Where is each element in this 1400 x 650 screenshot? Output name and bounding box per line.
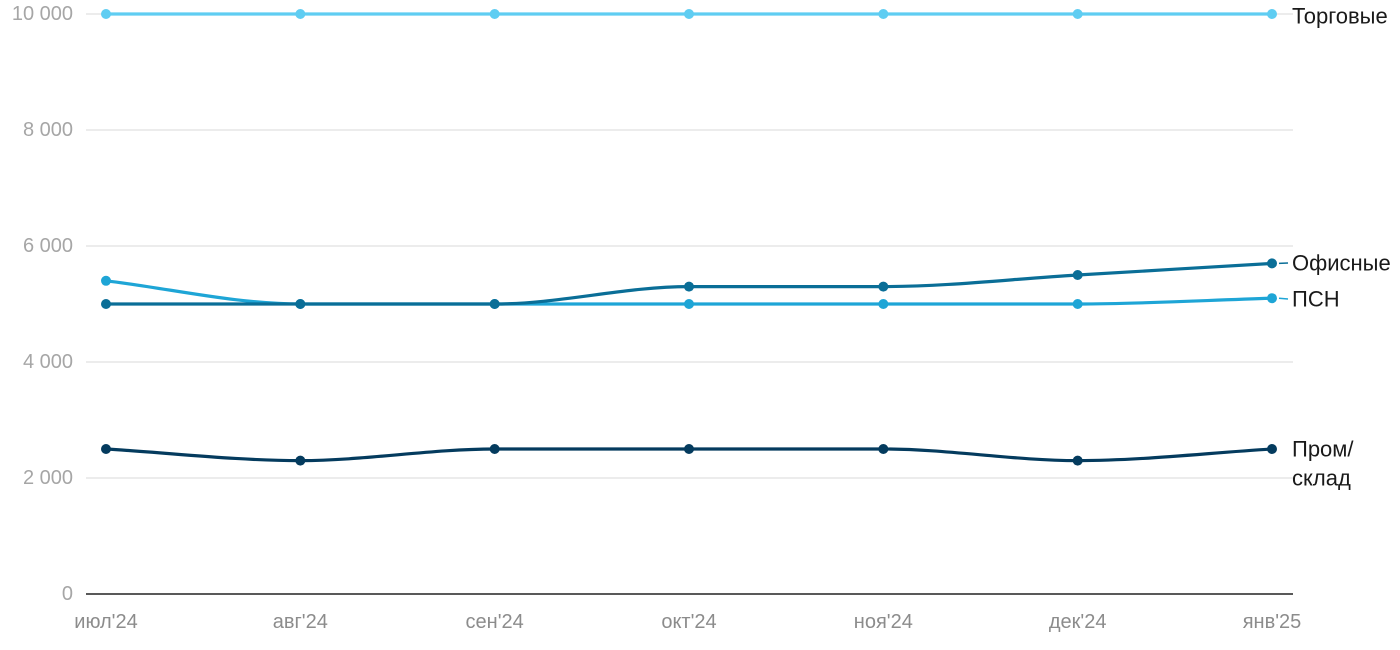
x-tick-label: ноя'24 bbox=[854, 611, 913, 633]
data-point bbox=[101, 275, 111, 286]
data-point bbox=[101, 9, 111, 19]
x-tick-label: июл'24 bbox=[74, 611, 137, 633]
data-point bbox=[1267, 258, 1277, 269]
data-point bbox=[101, 299, 111, 309]
x-tick-label: дек'24 bbox=[1049, 611, 1107, 633]
series-label: ПСН bbox=[1292, 287, 1340, 312]
data-point bbox=[489, 444, 500, 454]
x-axis: июл'24 авг'24 сен'24 окт'24 ноя'24 дек'24 янв'… bbox=[74, 593, 1302, 633]
y-tick-label: 10 000 bbox=[12, 3, 73, 25]
data-point bbox=[878, 444, 889, 454]
series-lines bbox=[101, 9, 1277, 466]
x-tick-label: сен'24 bbox=[466, 611, 524, 633]
x-tick-label: окт'24 bbox=[661, 611, 716, 633]
series-1 bbox=[101, 258, 1277, 309]
data-point bbox=[878, 281, 889, 292]
data-point bbox=[1072, 299, 1083, 309]
x-tick-label: авг'24 bbox=[273, 611, 328, 633]
x-tick-label: янв'25 bbox=[1243, 611, 1302, 633]
data-point bbox=[878, 299, 889, 309]
y-tick-label: 8 000 bbox=[23, 119, 73, 141]
data-point bbox=[295, 299, 306, 309]
series-label: Офисные bbox=[1292, 251, 1391, 276]
data-point bbox=[295, 455, 306, 466]
data-point bbox=[1072, 9, 1083, 19]
series-label: Торговые bbox=[1292, 4, 1388, 29]
y-tick-label: 0 bbox=[62, 583, 73, 605]
data-point bbox=[684, 299, 694, 309]
data-point bbox=[1267, 293, 1277, 304]
series-labels: Торговые Офисные ПСН Пром/склад bbox=[1278, 4, 1391, 491]
data-point bbox=[684, 9, 694, 19]
data-point bbox=[1267, 444, 1277, 454]
data-point bbox=[489, 9, 500, 19]
data-point bbox=[101, 444, 111, 454]
data-point bbox=[295, 9, 306, 19]
data-point bbox=[684, 444, 694, 454]
data-point bbox=[878, 9, 889, 19]
y-axis: 0 2 000 4 000 6 000 8 000 10 000 bbox=[12, 3, 73, 605]
series-label: Пром/ bbox=[1292, 437, 1354, 462]
data-point bbox=[1267, 9, 1277, 19]
gridlines bbox=[86, 13, 1293, 479]
series-label: склад bbox=[1292, 466, 1351, 491]
data-point bbox=[1072, 270, 1083, 280]
data-point bbox=[1072, 455, 1083, 466]
y-tick-label: 2 000 bbox=[23, 467, 73, 489]
series-0 bbox=[101, 9, 1277, 19]
data-point bbox=[489, 299, 500, 309]
series-3 bbox=[101, 444, 1277, 466]
data-point bbox=[684, 281, 694, 292]
label-leader-line bbox=[1278, 297, 1289, 300]
y-tick-label: 6 000 bbox=[23, 235, 73, 257]
y-tick-label: 4 000 bbox=[23, 351, 73, 373]
